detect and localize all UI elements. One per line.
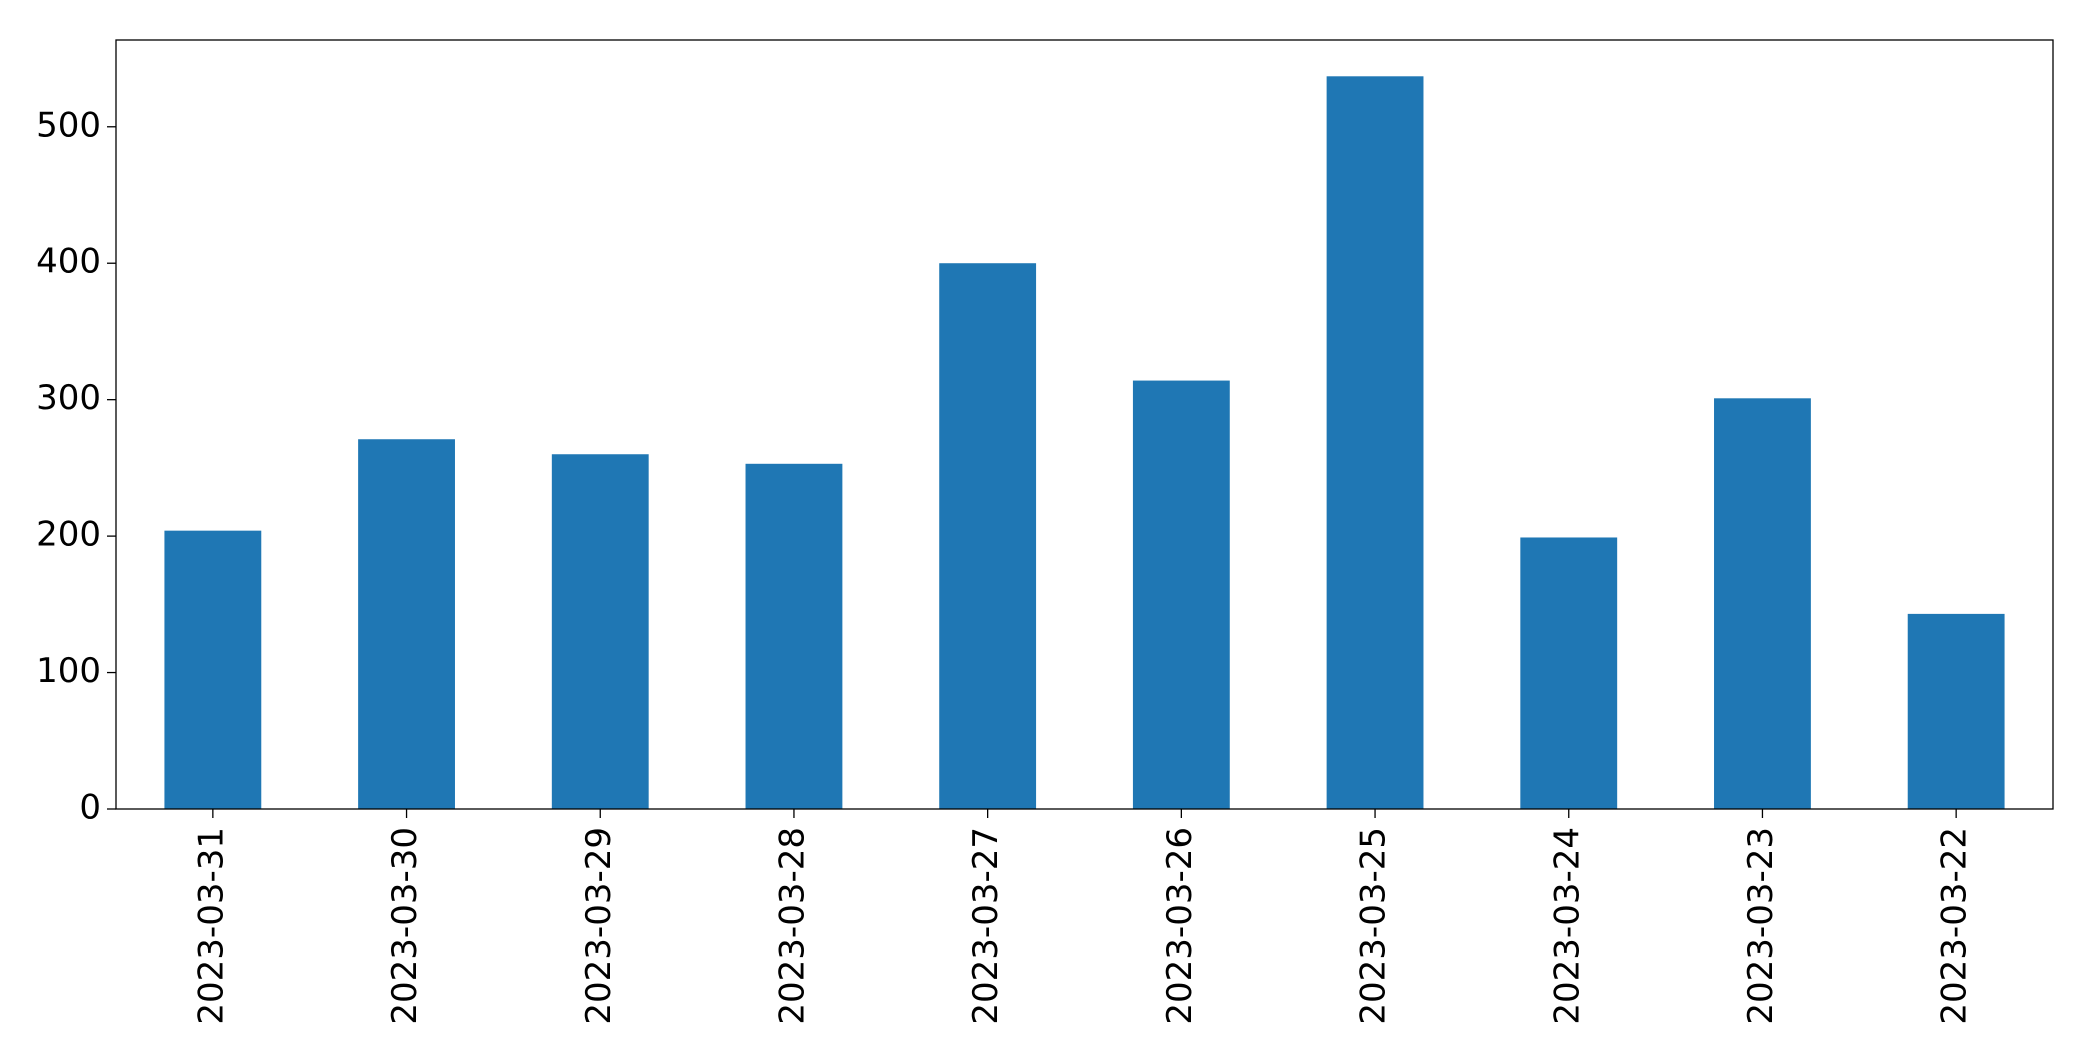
x-tick-label: 2023-03-23 (1741, 827, 1781, 1025)
y-tick-label: 500 (36, 105, 101, 145)
x-tick-label: 2023-03-31 (191, 827, 231, 1025)
y-tick-label: 200 (36, 515, 101, 555)
bar (939, 263, 1037, 809)
bar (1326, 76, 1424, 809)
x-tick-label: 2023-03-26 (1160, 827, 1200, 1025)
x-tick-label: 2023-03-25 (1354, 827, 1394, 1025)
bar (1132, 380, 1230, 809)
bar (1520, 537, 1618, 809)
y-tick-label: 400 (36, 242, 101, 282)
bar (1907, 613, 2005, 809)
bar (164, 530, 262, 809)
x-tick-label: 2023-03-24 (1547, 827, 1587, 1025)
bar (745, 463, 843, 809)
y-tick-label: 0 (79, 788, 101, 828)
x-tick-label: 2023-03-29 (579, 827, 619, 1025)
y-tick-label: 100 (36, 651, 101, 691)
bar (1714, 398, 1811, 809)
x-tick-label: 2023-03-30 (385, 827, 425, 1025)
bar (551, 454, 649, 809)
x-tick-label: 2023-03-28 (772, 827, 812, 1025)
x-tick-label: 2023-03-27 (966, 827, 1006, 1025)
bar (358, 439, 455, 809)
x-tick-label: 2023-03-22 (1935, 827, 1975, 1025)
axes-frame (115, 39, 2054, 810)
y-tick-label: 300 (36, 378, 101, 418)
